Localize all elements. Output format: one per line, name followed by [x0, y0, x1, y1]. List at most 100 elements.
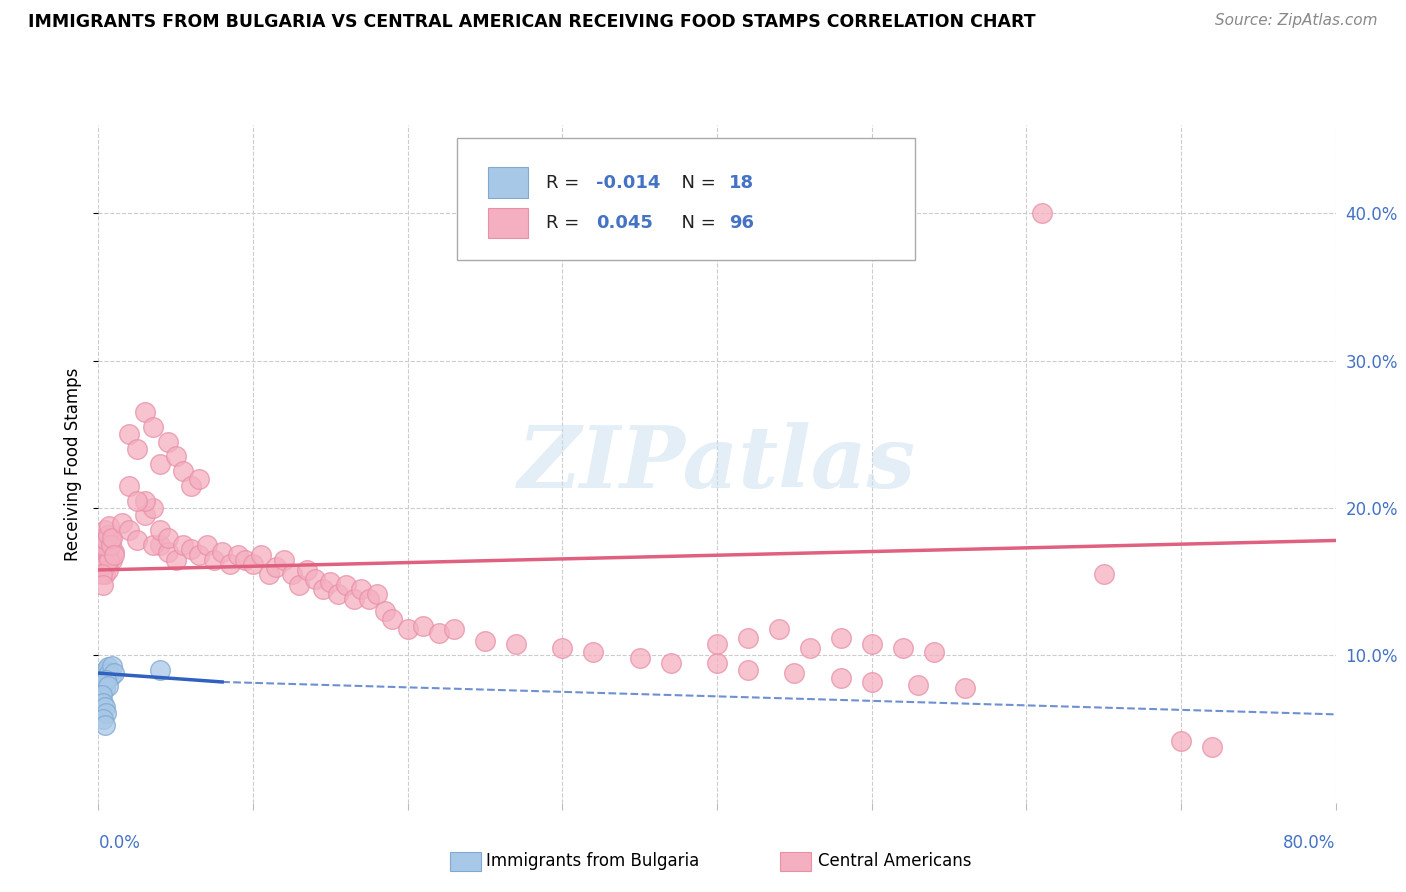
Point	[111, 516, 134, 530]
Point	[505, 637, 527, 651]
Point	[93, 700, 115, 714]
Text: 0.045: 0.045	[596, 214, 652, 232]
Text: 18: 18	[730, 174, 755, 192]
Text: R =: R =	[547, 174, 585, 192]
Point	[273, 552, 295, 566]
Point	[127, 533, 149, 548]
Point	[96, 538, 118, 552]
Text: ZIPatlas: ZIPatlas	[517, 422, 917, 506]
Point	[830, 631, 852, 645]
Point	[180, 542, 202, 557]
Point	[96, 706, 118, 720]
Point	[235, 552, 257, 566]
Point	[96, 557, 118, 571]
Point	[188, 548, 211, 562]
Point	[97, 563, 120, 577]
Point	[953, 681, 976, 695]
Point	[97, 548, 120, 562]
Point	[357, 592, 380, 607]
Text: Central Americans: Central Americans	[818, 852, 972, 870]
Point	[891, 641, 914, 656]
Text: 80.0%: 80.0%	[1284, 834, 1336, 852]
Point	[304, 572, 326, 586]
Point	[91, 560, 114, 574]
Point	[628, 651, 651, 665]
Point	[91, 696, 114, 710]
Point	[551, 641, 574, 656]
Point	[118, 523, 141, 537]
Point	[142, 501, 165, 516]
Point	[91, 678, 114, 692]
FancyBboxPatch shape	[457, 138, 915, 260]
Point	[706, 656, 728, 670]
Point	[127, 493, 149, 508]
Point	[91, 577, 114, 591]
Point	[288, 577, 311, 591]
Point	[319, 574, 342, 589]
Point	[96, 533, 118, 548]
Point	[242, 557, 264, 571]
Text: Immigrants from Bulgaria: Immigrants from Bulgaria	[486, 852, 700, 870]
Point	[100, 538, 122, 552]
Text: 96: 96	[730, 214, 755, 232]
Point	[350, 582, 373, 596]
Text: 0.0%: 0.0%	[98, 834, 141, 852]
Point	[1201, 739, 1223, 754]
Point	[134, 493, 156, 508]
Point	[922, 645, 945, 659]
Point	[443, 622, 465, 636]
Point	[173, 464, 195, 478]
Point	[149, 523, 172, 537]
Point	[103, 548, 125, 562]
Text: -0.014: -0.014	[596, 174, 661, 192]
Bar	[488, 208, 527, 238]
Point	[91, 531, 114, 545]
Point	[374, 604, 396, 618]
Point	[412, 619, 434, 633]
Point	[142, 420, 165, 434]
Point	[93, 681, 115, 695]
Point	[219, 557, 242, 571]
Point	[134, 405, 156, 419]
Point	[281, 567, 304, 582]
Point	[211, 545, 233, 559]
Point	[165, 450, 187, 464]
Point	[134, 508, 156, 523]
Point	[180, 479, 202, 493]
Point	[783, 666, 806, 681]
Point	[118, 427, 141, 442]
Point	[226, 548, 249, 562]
Point	[799, 641, 821, 656]
Point	[396, 622, 419, 636]
Point	[343, 592, 366, 607]
Point	[250, 548, 273, 562]
Point	[582, 645, 605, 659]
Point	[97, 679, 120, 693]
Point	[118, 479, 141, 493]
Text: R =: R =	[547, 214, 585, 232]
Point	[97, 660, 120, 674]
Point	[100, 669, 122, 683]
Point	[173, 538, 195, 552]
Text: N =: N =	[671, 214, 721, 232]
Point	[427, 626, 450, 640]
Point	[93, 552, 115, 566]
Point	[93, 666, 115, 681]
Point	[93, 567, 115, 582]
Point	[165, 552, 187, 566]
Point	[101, 552, 124, 566]
Point	[1092, 567, 1115, 582]
Point	[335, 577, 357, 591]
Text: N =: N =	[671, 174, 721, 192]
Point	[91, 671, 114, 685]
Point	[907, 678, 929, 692]
Point	[706, 637, 728, 651]
Point	[768, 622, 790, 636]
Point	[149, 457, 172, 471]
Point	[381, 611, 404, 625]
Point	[98, 542, 121, 557]
Point	[127, 442, 149, 456]
Point	[149, 663, 172, 677]
Point	[737, 663, 759, 677]
Point	[142, 538, 165, 552]
